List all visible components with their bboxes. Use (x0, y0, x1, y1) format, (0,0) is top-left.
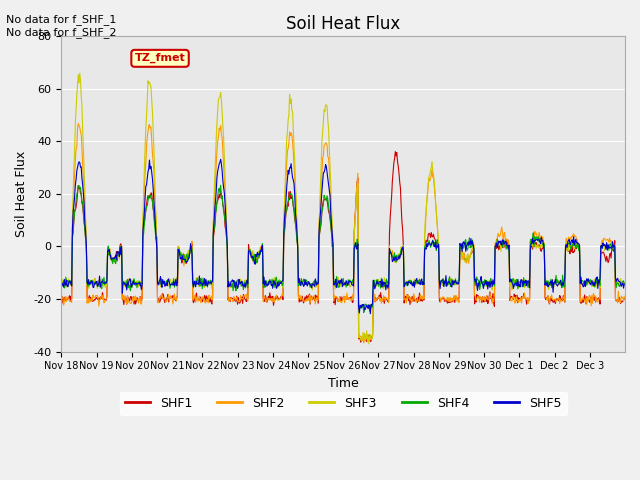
SHF5 (367, 311, 374, 317)
Line: SHF3: SHF3 (61, 73, 624, 344)
SHF4 (58, 282, 65, 288)
SHF4 (228, 284, 236, 290)
SHF1 (255, 255, 262, 261)
SHF3 (277, 278, 285, 284)
SHF1 (58, 292, 65, 298)
SHF1 (392, 149, 399, 155)
SHF5 (434, 244, 442, 250)
SHF5 (620, 281, 628, 287)
SHF5 (403, 279, 410, 285)
SHF2 (256, 253, 264, 259)
Legend: SHF1, SHF2, SHF3, SHF4, SHF5: SHF1, SHF2, SHF3, SHF4, SHF5 (120, 392, 566, 415)
SHF2 (74, 120, 82, 126)
SHF2 (360, 340, 367, 346)
SHF2 (403, 300, 410, 306)
SHF1 (403, 297, 410, 303)
SHF1 (227, 295, 235, 300)
SHF2 (228, 296, 236, 302)
Line: SHF4: SHF4 (61, 185, 624, 312)
SHF3 (76, 71, 84, 76)
SHF2 (277, 297, 285, 302)
SHF5 (228, 278, 236, 284)
SHF3 (434, 232, 442, 238)
SHF2 (124, 297, 132, 303)
SHF4 (434, 240, 442, 246)
Text: TZ_fmet: TZ_fmet (134, 53, 186, 63)
SHF1 (620, 296, 628, 301)
SHF5 (58, 284, 65, 290)
SHF4 (217, 182, 225, 188)
SHF3 (124, 283, 132, 289)
SHF3 (620, 280, 628, 286)
SHF1 (357, 339, 365, 345)
SHF3 (403, 278, 410, 284)
SHF3 (365, 341, 372, 347)
SHF2 (620, 293, 628, 299)
SHF5 (217, 156, 225, 162)
SHF4 (256, 249, 264, 255)
Title: Soil Heat Flux: Soil Heat Flux (286, 15, 401, 33)
SHF4 (360, 310, 367, 315)
SHF1 (276, 296, 284, 301)
SHF1 (124, 293, 131, 299)
SHF3 (58, 284, 65, 289)
X-axis label: Time: Time (328, 377, 358, 390)
SHF1 (434, 243, 442, 249)
Line: SHF5: SHF5 (61, 159, 624, 314)
SHF3 (228, 281, 236, 287)
Line: SHF2: SHF2 (61, 123, 624, 343)
SHF2 (58, 294, 65, 300)
SHF4 (403, 280, 410, 286)
SHF5 (256, 252, 264, 258)
Line: SHF1: SHF1 (61, 152, 624, 342)
SHF4 (277, 280, 285, 286)
SHF2 (434, 232, 442, 238)
SHF5 (124, 280, 131, 286)
SHF5 (277, 281, 285, 287)
SHF4 (620, 281, 628, 287)
SHF3 (256, 250, 264, 255)
Y-axis label: Soil Heat Flux: Soil Heat Flux (15, 151, 28, 237)
Text: No data for f_SHF_1
No data for f_SHF_2: No data for f_SHF_1 No data for f_SHF_2 (6, 14, 117, 38)
SHF4 (124, 276, 131, 282)
